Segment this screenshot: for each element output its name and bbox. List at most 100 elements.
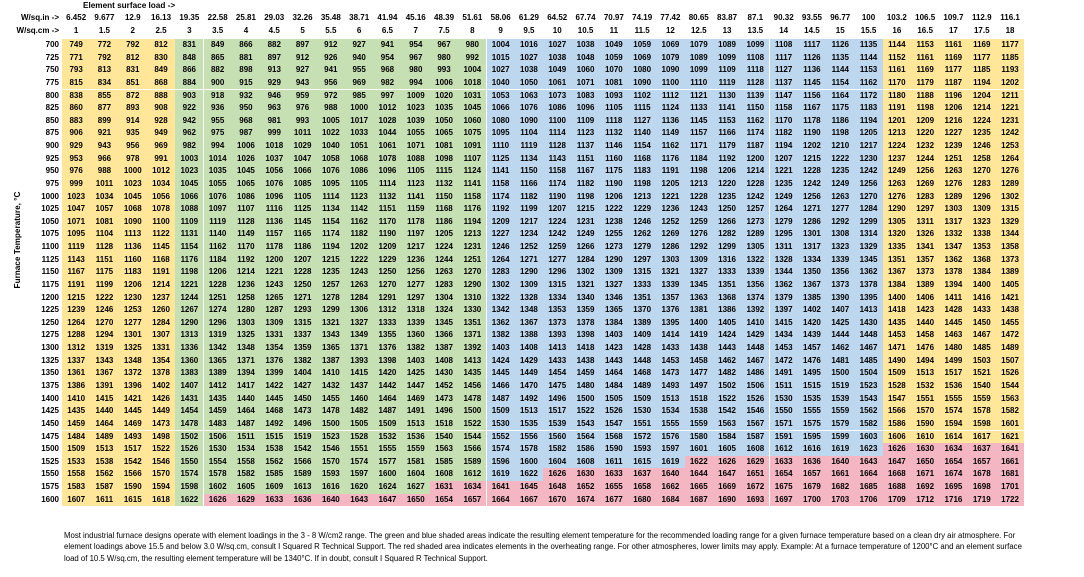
element-temperature-cell: 1433 xyxy=(967,304,996,317)
element-temperature-cell: 1040 xyxy=(486,76,515,90)
element-temperature-cell: 1324 xyxy=(429,304,459,317)
element-temperature-cell: 1221 xyxy=(175,278,204,292)
element-temperature-cell: 1206 xyxy=(939,102,968,115)
element-temperature-cell: 1099 xyxy=(684,64,713,77)
element-temperature-cell: 1496 xyxy=(288,417,317,431)
element-temperature-cell: 1128 xyxy=(231,215,261,229)
element-temperature-cell: 1331 xyxy=(260,329,289,343)
element-temperature-cell: 1069 xyxy=(628,51,657,65)
element-temperature-cell: 935 xyxy=(118,127,147,140)
element-temperature-cell: 1117 xyxy=(769,51,798,65)
element-temperature-cell: 1306 xyxy=(345,304,374,317)
element-temperature-cell: 991 xyxy=(146,152,176,166)
element-temperature-cell: 1070 xyxy=(599,64,628,77)
element-temperature-cell: 1130 xyxy=(712,89,742,103)
element-temperature-cell: 1402 xyxy=(797,304,827,317)
element-temperature-cell: 943 xyxy=(288,76,317,90)
element-temperature-cell: 1161 xyxy=(911,51,940,65)
element-temperature-cell: 1291 xyxy=(373,291,402,305)
element-temperature-cell: 908 xyxy=(146,102,176,115)
element-temperature-cell: 1526 xyxy=(741,392,770,406)
element-temperature-cell: 1065 xyxy=(231,177,261,191)
element-temperature-cell: 1182 xyxy=(571,177,600,191)
element-temperature-cell: 1587 xyxy=(90,481,119,494)
element-temperature-cell: 913 xyxy=(260,64,289,77)
furnace-temperature-label: 800 xyxy=(45,90,59,100)
element-temperature-cell: 1221 xyxy=(260,266,289,279)
load-w-per-sq-cm-header: 2.5 xyxy=(155,26,167,35)
element-temperature-cell: 1220 xyxy=(712,177,742,191)
element-temperature-cell: 1112 xyxy=(656,89,685,103)
load-w-per-sq-in-header: 93.55 xyxy=(801,13,822,22)
load-w-per-sq-cm-header: 8 xyxy=(470,26,475,35)
element-temperature-cell: 1491 xyxy=(401,405,430,418)
load-w-per-sq-in-header: 22.58 xyxy=(207,13,228,22)
element-temperature-cell: 1678 xyxy=(967,468,996,481)
element-temperature-cell: 1376 xyxy=(373,342,402,355)
element-temperature-cell: 1544 xyxy=(995,380,1025,393)
element-temperature-cell: 1319 xyxy=(203,329,232,343)
element-temperature-cell: 1283 xyxy=(911,190,940,204)
element-temperature-cell: 1027 xyxy=(486,64,515,77)
element-temperature-cell: 1110 xyxy=(684,76,713,90)
element-temperature-cell: 1061 xyxy=(543,76,572,90)
element-temperature-cell: 1119 xyxy=(712,76,742,90)
element-temperature-cell: 1301 xyxy=(797,228,827,242)
element-temperature-cell: 1563 xyxy=(995,392,1025,406)
element-temperature-cell: 1095 xyxy=(316,177,345,191)
element-temperature-cell: 1471 xyxy=(882,342,911,355)
element-temperature-cell: 1187 xyxy=(741,140,770,153)
element-temperature-cell: 1502 xyxy=(175,430,204,444)
element-temperature-cell: 1081 xyxy=(599,76,628,90)
element-temperature-cell: 771 xyxy=(62,51,91,65)
element-temperature-cell: 1414 xyxy=(656,329,685,343)
element-temperature-cell: 1651 xyxy=(741,468,770,481)
element-temperature-cell: 1517 xyxy=(543,405,572,418)
element-temperature-cell: 1255 xyxy=(599,228,628,242)
element-temperature-cell: 1459 xyxy=(62,417,91,431)
element-temperature-cell: 1177 xyxy=(939,64,968,77)
element-temperature-cell: 1415 xyxy=(90,392,119,406)
element-temperature-cell: 1162 xyxy=(854,76,883,90)
element-temperature-cell: 1445 xyxy=(260,392,289,406)
element-temperature-cell: 1421 xyxy=(118,392,147,406)
element-temperature-cell: 1440 xyxy=(90,405,119,418)
element-temperature-cell: 1348 xyxy=(118,354,147,368)
element-temperature-cell: 1174 xyxy=(741,127,770,140)
element-temperature-cell: 1157 xyxy=(684,127,713,140)
element-temperature-cell: 1358 xyxy=(995,241,1025,254)
element-temperature-cell: 1166 xyxy=(712,127,742,140)
element-temperature-cell: 1368 xyxy=(712,291,742,305)
load-w-per-sq-cm-header: 18 xyxy=(1005,26,1015,35)
element-temperature-cell: 1603 xyxy=(854,430,883,444)
element-temperature-cell: 943 xyxy=(90,140,119,153)
element-temperature-cell: 1259 xyxy=(543,241,572,254)
element-temperature-cell: 1249 xyxy=(882,165,911,178)
element-temperature-cell: 1491 xyxy=(769,367,798,380)
element-temperature-cell: 1449 xyxy=(514,367,544,380)
element-temperature-cell: 1430 xyxy=(429,367,459,380)
element-temperature-cell: 1367 xyxy=(90,367,119,380)
element-temperature-cell: 1559 xyxy=(967,392,996,406)
element-temperature-cell: 1634 xyxy=(939,443,968,456)
element-temperature-cell: 929 xyxy=(62,140,91,153)
element-temperature-cell: 1608 xyxy=(571,455,600,469)
element-temperature-cell: 1443 xyxy=(712,342,742,355)
load-w-per-sq-cm-header: 16 xyxy=(892,26,902,35)
element-temperature-cell: 1692 xyxy=(911,481,940,494)
element-temperature-cell: 1630 xyxy=(571,468,600,481)
element-temperature-cell: 1657 xyxy=(967,455,996,469)
load-w-per-sq-cm-header: 15.5 xyxy=(860,26,877,35)
element-temperature-cell: 1176 xyxy=(656,152,685,166)
element-temperature-cell: 1214 xyxy=(741,165,770,178)
element-temperature-cell: 1555 xyxy=(656,417,685,431)
element-temperature-cell: 1546 xyxy=(741,405,770,418)
element-temperature-cell: 1277 xyxy=(118,316,147,330)
element-temperature-cell: 1109 xyxy=(571,114,600,128)
element-temperature-cell: 1552 xyxy=(486,430,515,444)
element-temperature-cell: 1365 xyxy=(203,354,232,368)
element-temperature-cell: 1647 xyxy=(373,493,402,507)
element-temperature-cell: 1213 xyxy=(628,190,657,204)
element-temperature-cell: 1158 xyxy=(543,165,572,178)
element-temperature-cell: 1695 xyxy=(939,481,968,494)
